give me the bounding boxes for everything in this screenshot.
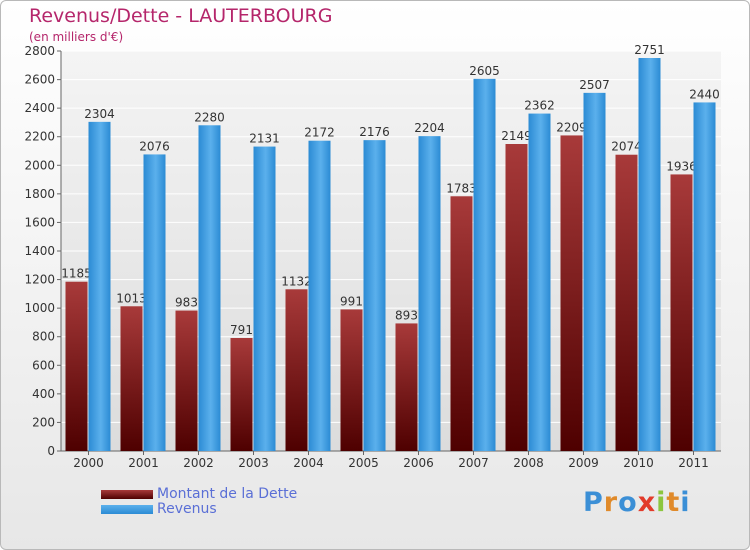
data-label-dette: 1783 — [446, 181, 477, 195]
logo-letter: x — [637, 487, 657, 518]
bar-dette — [615, 154, 638, 451]
y-tick-label: 2600 — [24, 73, 55, 87]
bar-revenus — [418, 136, 441, 451]
y-tick-label: 2400 — [24, 101, 55, 115]
x-tick-label: 2001 — [128, 456, 159, 470]
bar-dette — [505, 144, 528, 451]
data-label-dette: 1936 — [666, 159, 697, 173]
x-tick-label: 2000 — [73, 456, 104, 470]
data-label-revenus: 2176 — [359, 125, 390, 139]
bar-dette — [65, 281, 88, 451]
bar-revenus — [528, 113, 551, 452]
x-tick-label: 2006 — [403, 456, 434, 470]
data-label-dette: 1132 — [281, 274, 312, 288]
logo-letter: i — [680, 487, 691, 518]
y-tick-label: 2800 — [24, 44, 55, 58]
bar-revenus — [88, 121, 111, 451]
x-tick-label: 2005 — [348, 456, 379, 470]
y-tick-label: 1800 — [24, 187, 55, 201]
bar-revenus — [308, 140, 331, 451]
data-label-dette: 893 — [395, 308, 418, 322]
data-label-revenus: 2507 — [579, 78, 610, 92]
bar-dette — [120, 306, 143, 451]
x-tick-label: 2010 — [623, 456, 654, 470]
data-label-dette: 2209 — [556, 120, 587, 134]
x-tick-label: 2004 — [293, 456, 324, 470]
logo-letter: i — [656, 487, 667, 518]
bar-dette — [395, 323, 418, 451]
bar-revenus — [583, 92, 606, 451]
legend-swatch-revenus — [101, 505, 153, 514]
data-label-revenus: 2751 — [634, 43, 665, 57]
bar-dette — [175, 310, 198, 451]
data-label-dette: 1185 — [61, 267, 92, 281]
bar-revenus — [253, 146, 276, 452]
data-label-revenus: 2304 — [84, 107, 115, 121]
data-label-dette: 2149 — [501, 129, 532, 143]
y-tick-label: 1000 — [24, 301, 55, 315]
data-label-dette: 983 — [175, 296, 198, 310]
x-tick-label: 2007 — [458, 456, 489, 470]
data-label-revenus: 2204 — [414, 121, 445, 135]
bar-dette — [670, 174, 693, 451]
bar-dette — [340, 309, 363, 451]
bar-dette — [230, 338, 253, 451]
x-tick-label: 2009 — [568, 456, 599, 470]
y-tick-label: 800 — [32, 330, 55, 344]
data-label-dette: 791 — [230, 323, 253, 337]
data-label-dette: 1013 — [116, 291, 147, 305]
data-label-revenus: 2280 — [194, 110, 225, 124]
bar-revenus — [143, 154, 166, 451]
bar-revenus — [693, 102, 716, 451]
y-tick-label: 400 — [32, 387, 55, 401]
bar-revenus — [198, 125, 221, 452]
bar-revenus — [363, 140, 386, 451]
data-label-revenus: 2440 — [689, 87, 720, 101]
logo-letter: r — [603, 487, 619, 518]
x-tick-label: 2002 — [183, 456, 214, 470]
y-tick-label: 1200 — [24, 273, 55, 287]
data-label-dette: 991 — [340, 294, 363, 308]
bar-revenus — [638, 58, 661, 451]
data-label-revenus: 2362 — [524, 99, 555, 113]
data-label-dette: 2074 — [611, 140, 642, 154]
data-label-revenus: 2172 — [304, 126, 335, 140]
logo-letter: P — [583, 487, 604, 518]
proxiti-logo: Proxiti — [583, 487, 691, 518]
bar-revenus — [473, 78, 496, 451]
y-tick-label: 600 — [32, 358, 55, 372]
chart-subtitle: (en milliers d'€) — [29, 30, 124, 44]
legend-swatch-dette — [101, 490, 153, 499]
data-label-revenus: 2076 — [139, 139, 170, 153]
y-tick-label: 1400 — [24, 244, 55, 258]
legend-label-dette: Montant de la Dette — [157, 486, 298, 502]
legend-label-revenus: Revenus — [157, 501, 217, 517]
x-tick-label: 2008 — [513, 456, 544, 470]
bar-dette — [560, 135, 583, 451]
y-tick-label: 1600 — [24, 215, 55, 229]
data-label-revenus: 2131 — [249, 132, 280, 146]
x-tick-label: 2003 — [238, 456, 269, 470]
logo-letter: t — [666, 487, 681, 518]
y-tick-label: 2200 — [24, 130, 55, 144]
data-label-revenus: 2605 — [469, 64, 500, 78]
x-tick-label: 2011 — [678, 456, 709, 470]
bar-dette — [450, 196, 473, 451]
bar-dette — [285, 289, 308, 451]
y-tick-label: 0 — [47, 444, 55, 458]
y-tick-label: 200 — [32, 415, 55, 429]
y-tick-label: 2000 — [24, 158, 55, 172]
logo-letter: o — [618, 487, 638, 518]
chart-title: Revenus/Dette - LAUTERBOURG — [29, 5, 333, 27]
